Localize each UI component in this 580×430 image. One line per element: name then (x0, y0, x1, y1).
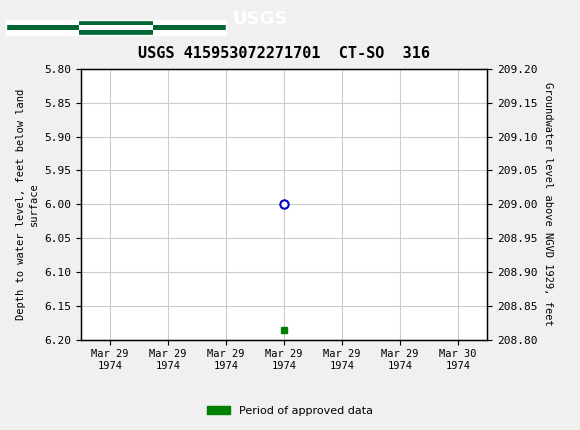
FancyBboxPatch shape (153, 25, 226, 30)
Y-axis label: Groundwater level above NGVD 1929, feet: Groundwater level above NGVD 1929, feet (543, 83, 553, 326)
FancyBboxPatch shape (153, 30, 226, 35)
FancyBboxPatch shape (6, 25, 79, 30)
FancyBboxPatch shape (79, 25, 153, 30)
Title: USGS 415953072271701  CT-SO  316: USGS 415953072271701 CT-SO 316 (138, 46, 430, 61)
Legend: Period of approved data: Period of approved data (203, 401, 377, 420)
FancyBboxPatch shape (6, 30, 79, 35)
FancyBboxPatch shape (153, 20, 226, 25)
FancyBboxPatch shape (79, 20, 153, 25)
Y-axis label: Depth to water level, feet below land
surface: Depth to water level, feet below land su… (16, 89, 39, 320)
FancyBboxPatch shape (6, 20, 79, 25)
FancyBboxPatch shape (79, 30, 153, 35)
Text: USGS: USGS (232, 10, 287, 28)
